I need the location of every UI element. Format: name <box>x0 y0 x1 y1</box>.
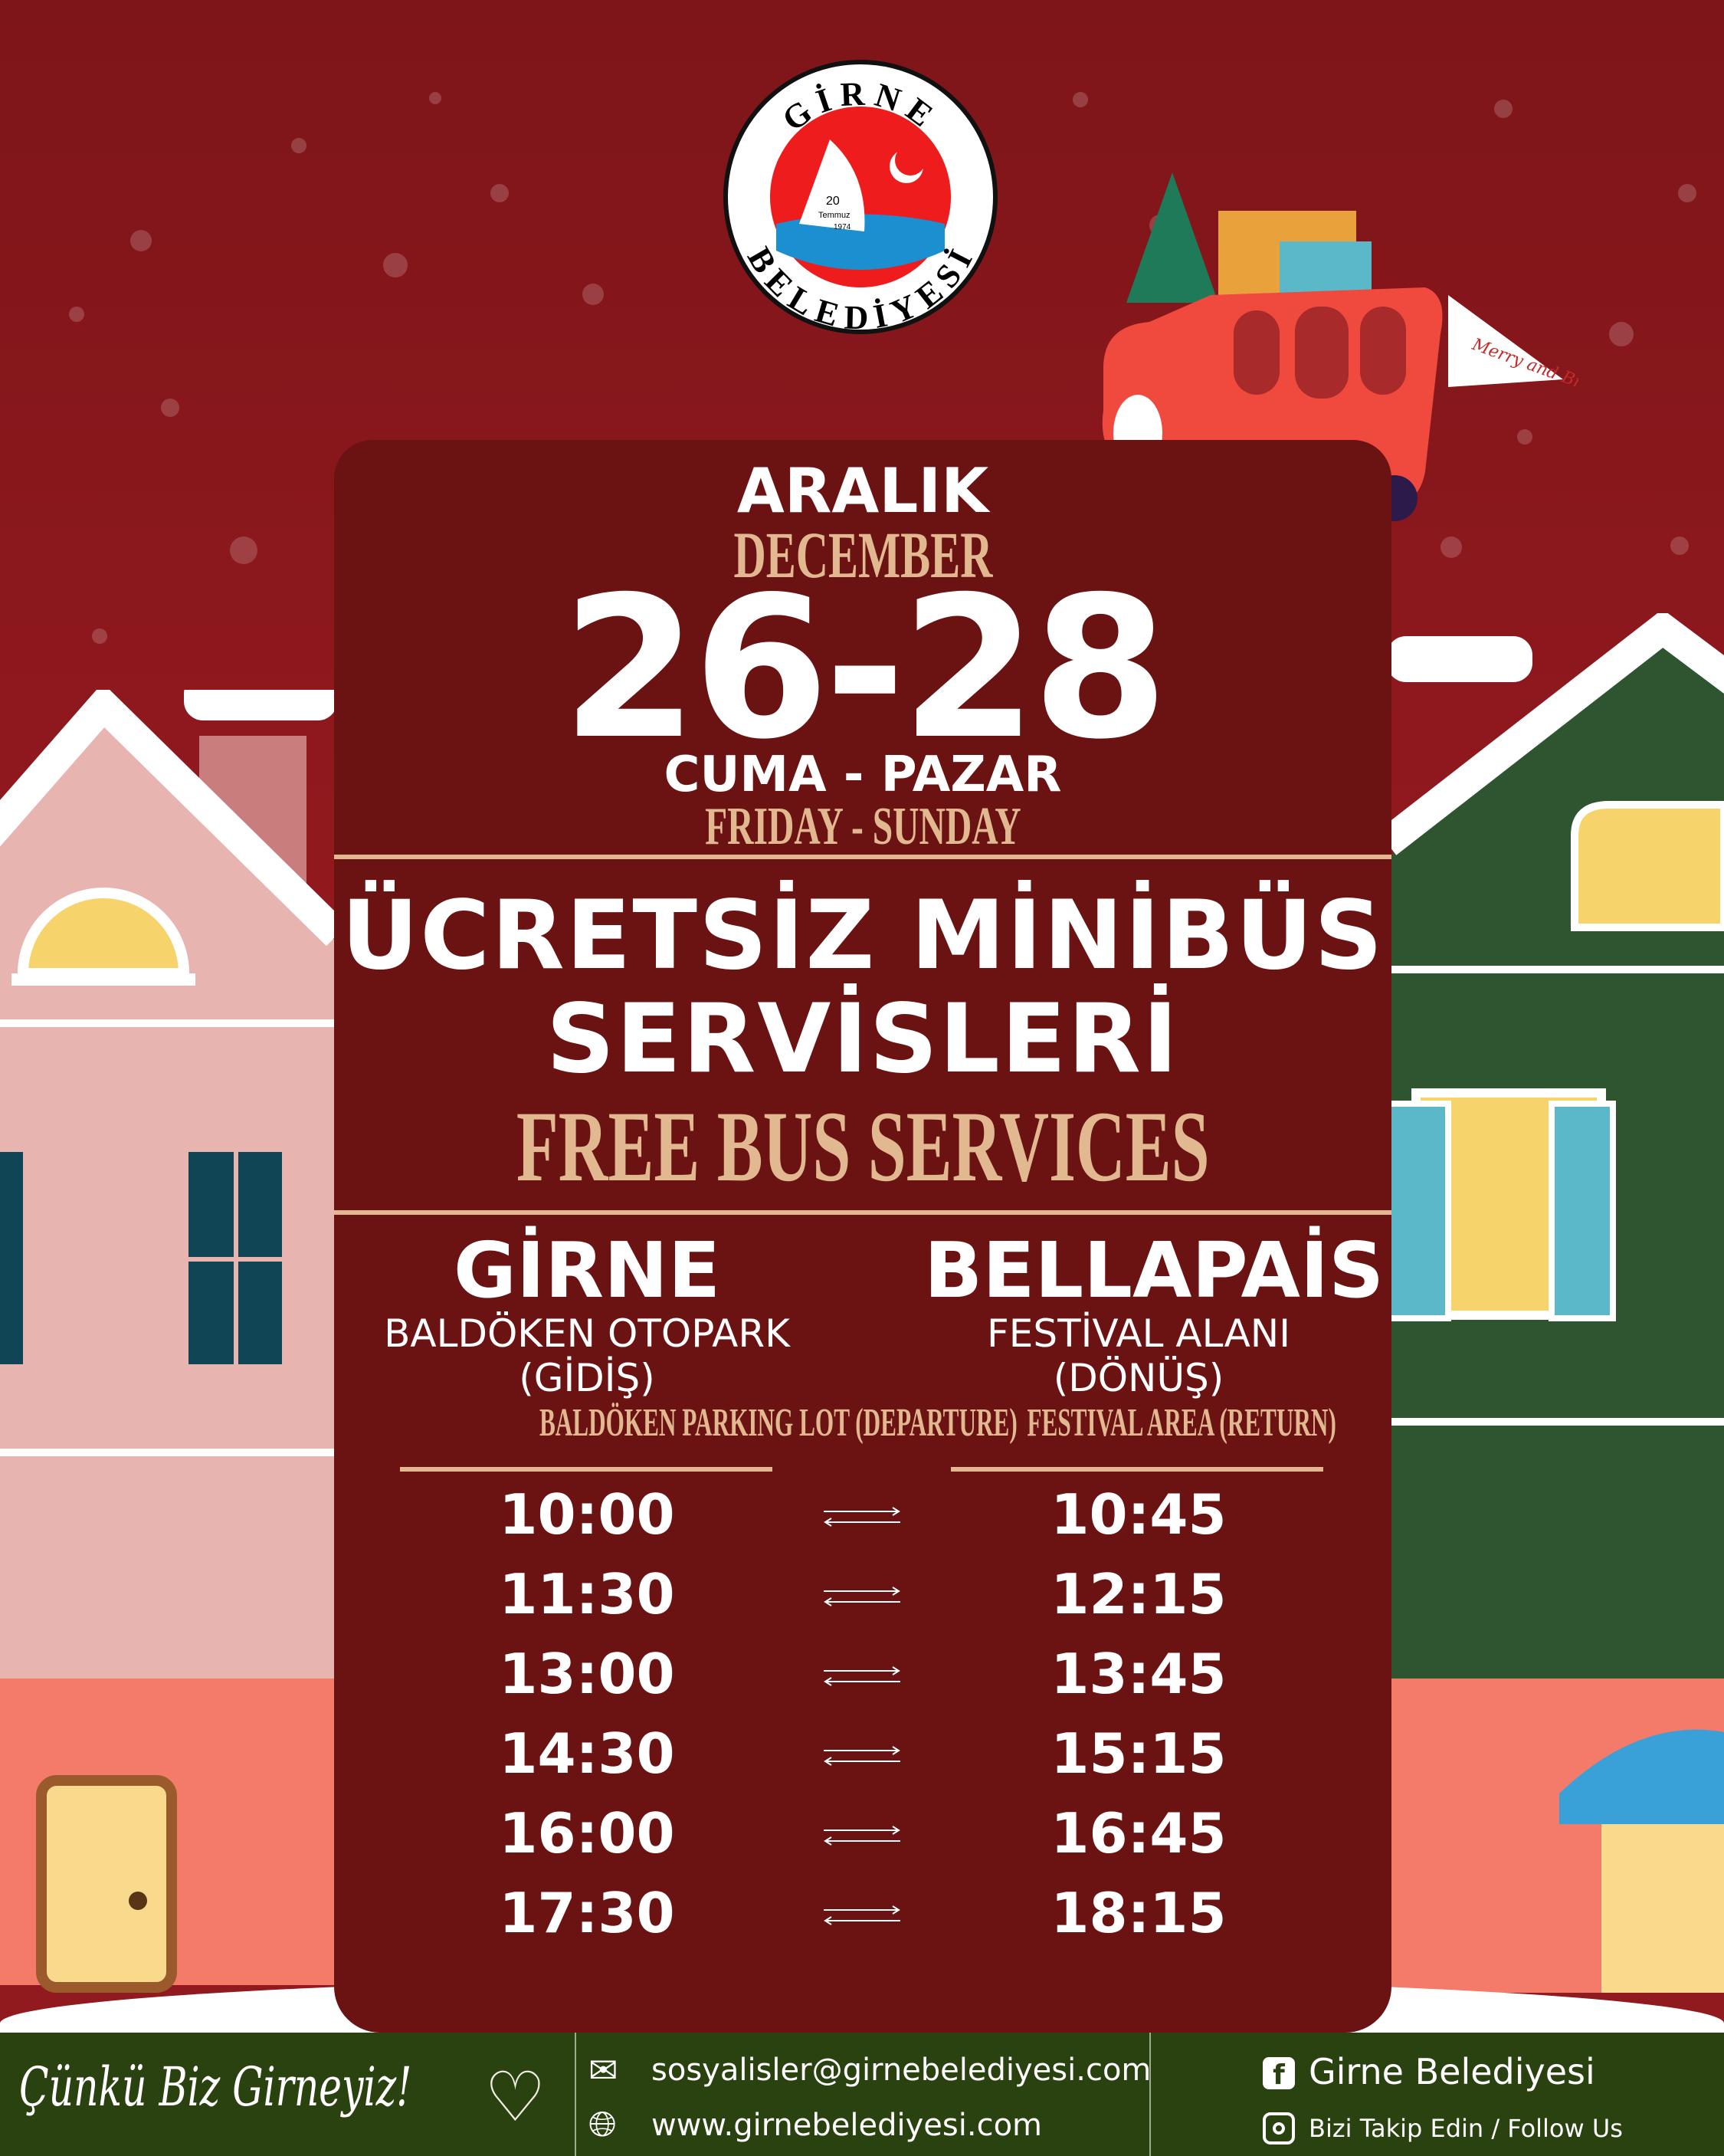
facebook-icon: f <box>1263 2057 1295 2091</box>
schedule-row: 17:30 18:15 <box>334 1881 1391 1950</box>
stop-english: FESTIVAL AREA (RETURN) <box>1027 1401 1336 1445</box>
schedule-row: 13:00 13:45 <box>334 1642 1391 1711</box>
snowflake <box>490 184 509 202</box>
round-trip-arrows-icon <box>824 1746 900 1766</box>
snowflake <box>69 307 84 322</box>
direction: (DÖNÜŞ) <box>1053 1356 1224 1400</box>
svg-text:20: 20 <box>826 195 840 208</box>
round-trip-arrows-icon <box>824 1587 900 1606</box>
month-tr: ARALIK <box>736 455 989 527</box>
stop-name: FESTİVAL ALANI <box>987 1311 1290 1356</box>
divider <box>575 2033 576 2156</box>
departure-time: 14:30 <box>499 1721 675 1786</box>
mail-icon: ✉ <box>588 2049 618 2091</box>
city-name: GİRNE <box>453 1226 721 1315</box>
departure-time: 11:30 <box>499 1562 675 1626</box>
title-line2: SERVİSLERİ <box>546 984 1180 1094</box>
month-en: DECEMBER <box>733 518 992 592</box>
divider <box>334 1210 1391 1215</box>
return-time: 15:15 <box>1050 1721 1227 1786</box>
return-time: 10:45 <box>1050 1482 1227 1547</box>
city-name: BELLAPAİS <box>924 1226 1385 1315</box>
facebook-link[interactable]: Girne Belediyesi <box>1309 2051 1595 2092</box>
snowflake <box>383 253 408 277</box>
snowflake <box>429 92 441 104</box>
days-en: FRIDAY - SUNDAY <box>704 797 1021 856</box>
return-time: 16:45 <box>1050 1801 1227 1866</box>
title-line1: ÜCRETSİZ MİNİBÜS <box>341 881 1385 991</box>
departure-time: 10:00 <box>499 1482 675 1547</box>
underline <box>951 1467 1323 1472</box>
underline <box>400 1467 772 1472</box>
instagram-link[interactable]: Bizi Takip Edin / Follow Us <box>1309 2114 1623 2143</box>
website-link[interactable]: www.girnebelediyesi.com <box>651 2108 1042 2143</box>
globe-icon: 🌐︎ <box>588 2103 617 2145</box>
snowflake <box>1678 184 1696 202</box>
snowflake <box>92 628 107 644</box>
snowflake <box>291 138 306 153</box>
svg-text:Temmuz: Temmuz <box>818 211 851 220</box>
stop-name: BALDÖKEN OTOPARK <box>384 1311 790 1356</box>
departure-time: 16:00 <box>499 1801 675 1866</box>
schedule-row: 14:30 15:15 <box>334 1721 1391 1790</box>
panel-bottom <box>334 1947 1391 2033</box>
snowflake <box>1440 537 1462 558</box>
direction: (GİDİŞ) <box>519 1356 655 1400</box>
round-trip-arrows-icon <box>824 1905 900 1925</box>
pink-house <box>0 690 337 1993</box>
column-girne: GİRNE BALDÖKEN OTOPARK (GİDİŞ) BALDÖKEN … <box>380 1226 1018 1446</box>
green-house <box>1387 613 1724 1993</box>
heart-icon: ♡ <box>484 2057 546 2138</box>
svg-text:1974: 1974 <box>834 223 851 231</box>
return-time: 13:45 <box>1050 1642 1227 1706</box>
email-link[interactable]: sosyalisler@girnebelediyesi.com <box>651 2053 1152 2088</box>
girne-belediyesi-logo: 20 Temmuz 1974 GİRNE BELEDİYESİ <box>723 59 998 336</box>
title-english: FREE BUS SERVICES <box>516 1090 1210 1203</box>
instagram-icon <box>1263 2112 1295 2145</box>
snowflake <box>582 284 604 305</box>
departure-time: 17:30 <box>499 1881 675 1945</box>
schedule-row: 16:00 16:45 <box>334 1801 1391 1870</box>
snowflake <box>230 537 257 564</box>
days-tr: CUMA - PAZAR <box>664 747 1062 803</box>
divider <box>334 855 1391 859</box>
return-time: 18:15 <box>1050 1881 1227 1945</box>
snowflake <box>1494 100 1513 118</box>
snowflake <box>130 230 152 251</box>
snowflake <box>161 399 179 417</box>
column-bellapais: BELLAPAİS FESTİVAL ALANI (DÖNÜŞ) FESTIVA… <box>924 1226 1385 1446</box>
round-trip-arrows-icon <box>824 1507 900 1527</box>
snowflake <box>1609 322 1634 346</box>
schedule-row: 10:00 10:45 <box>334 1482 1391 1551</box>
schedule-panel: ARALIK DECEMBER 26-28 CUMA - PAZAR FRIDA… <box>334 440 1391 2033</box>
return-time: 12:15 <box>1050 1562 1227 1626</box>
snowflake <box>1670 537 1689 555</box>
snowflake <box>1073 92 1088 107</box>
round-trip-arrows-icon <box>824 1826 900 1846</box>
divider <box>1149 2033 1151 2156</box>
stop-english: BALDÖKEN PARKING LOT (DEPARTURE) <box>539 1401 1018 1445</box>
round-trip-arrows-icon <box>824 1666 900 1686</box>
snowflake <box>1517 429 1532 445</box>
departure-time: 13:00 <box>499 1642 675 1706</box>
footer: Çünkü Biz Girneyiz! ♡ ✉ sosyalisler@girn… <box>0 2033 1724 2156</box>
date-range: 26-28 <box>562 555 1168 783</box>
schedule-row: 11:30 12:15 <box>334 1562 1391 1631</box>
slogan: Çünkü Biz Girneyiz! <box>19 2056 412 2118</box>
